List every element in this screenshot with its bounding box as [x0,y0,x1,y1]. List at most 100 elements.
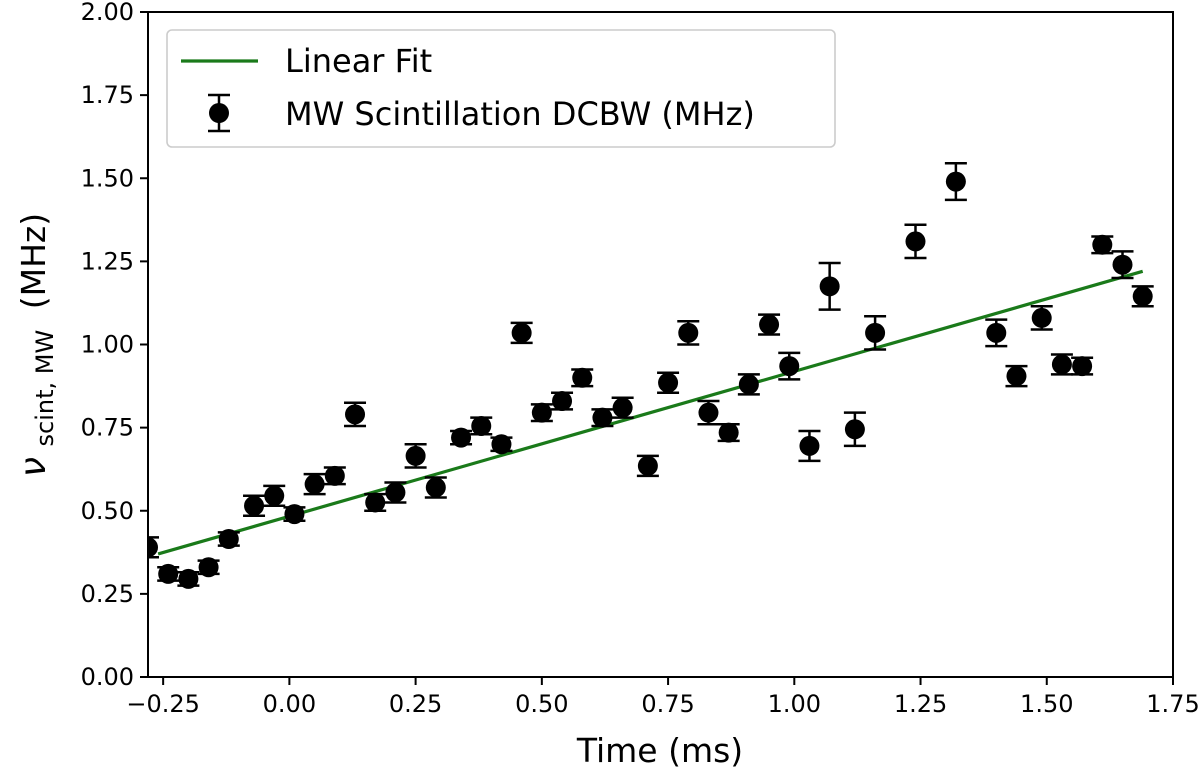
y-tick-label: 0.50 [81,497,134,525]
data-point [510,321,533,345]
point-marker [264,485,285,506]
point-marker [451,427,472,448]
data-point [1131,285,1154,308]
point-marker [1072,356,1093,377]
data-point [864,314,887,351]
point-marker [592,407,613,428]
point-marker [511,322,532,343]
point-marker [1006,366,1027,387]
data-point [177,568,200,589]
data-point [1005,364,1028,388]
data-point [217,529,240,550]
data-point [1111,250,1134,280]
point-marker [1031,307,1052,328]
point-marker [844,419,865,440]
data-point [148,536,159,559]
data-point [530,402,553,423]
point-marker [1092,234,1113,255]
point-marker [612,397,633,418]
point-marker [491,434,512,455]
legend-fit-label: Linear Fit [285,42,432,80]
y-tick-label: 1.25 [81,247,134,275]
point-marker [405,445,426,466]
point-marker [637,455,658,476]
data-point [450,427,473,448]
y-axis-title-subscript: scint, MW [31,330,59,447]
plot-frame [147,11,1174,678]
y-tick-label: 0.00 [81,663,134,691]
data-point [758,313,781,336]
data-point [677,319,700,346]
point-marker [572,367,593,388]
x-tick-label: 1.00 [768,690,821,718]
data-point [798,429,821,463]
x-tick-label: −0.25 [126,690,200,718]
y-tick-label: 1.00 [81,331,134,359]
data-point [904,223,927,260]
point-marker [658,372,679,393]
data-point [717,422,740,443]
data-point [157,563,180,584]
y-tick-label: 2.00 [81,0,134,26]
point-marker [385,482,406,503]
point-marker [865,322,886,343]
data-point [1091,234,1114,255]
data-point [985,318,1008,348]
point-marker [552,391,573,412]
linear-fit-line [157,269,1144,556]
x-axis-title: Time (ms) [576,731,743,770]
data-point [778,351,801,381]
point-marker [425,477,446,498]
data-point [571,367,594,388]
point-marker [945,171,966,192]
data-point [197,557,220,578]
point-marker [244,495,265,516]
data-point [323,465,346,486]
point-marker [905,231,926,252]
data-point [344,401,367,428]
point-marker [198,557,219,578]
data-point [1030,305,1053,331]
point-marker [148,537,158,558]
point-marker [678,322,699,343]
point-marker [158,563,179,584]
x-tick-label: 0.00 [263,690,316,718]
point-marker [471,415,492,436]
data-point [551,391,574,412]
data-point [303,472,326,496]
point-marker [284,504,305,525]
point-marker [986,322,1007,343]
data-point [1050,353,1073,376]
point-marker [531,402,552,423]
y-axis-title: ν scint, MW (MHz) [13,213,61,477]
point-marker [738,374,759,395]
data-point [697,399,720,426]
y-tick-label: 1.75 [81,81,134,109]
data-point [843,411,866,448]
data-point [384,481,407,504]
data-point [636,454,659,478]
y-tick-label: 1.50 [81,164,134,192]
data-point [657,371,680,394]
y-tick-label: 0.25 [81,580,134,608]
point-marker [779,356,800,377]
y-axis-title-main: ν [13,457,54,477]
data-point [364,492,387,513]
point-marker [178,568,199,589]
point-marker [324,465,345,486]
point-marker [1132,286,1153,307]
x-tick-label: 1.50 [1020,690,1073,718]
data-point [944,162,967,202]
data-point [1071,356,1094,377]
y-tick-label: 0.75 [81,414,134,442]
data-point [591,407,614,428]
data-point [818,261,841,311]
point-marker [365,492,386,513]
x-tick-label: 1.75 [1146,690,1199,718]
data-point [243,494,266,517]
point-marker [345,404,366,425]
point-marker [304,474,325,495]
legend-points-label: MW Scintillation DCBW (MHz) [285,95,755,133]
point-marker [1112,254,1133,275]
